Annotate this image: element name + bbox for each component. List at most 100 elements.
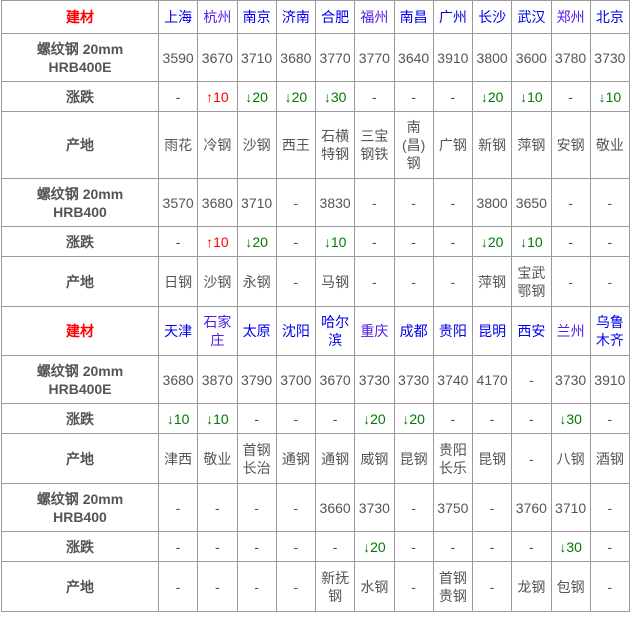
origin-label: 产地	[1, 111, 159, 179]
price-cell: -	[275, 483, 317, 532]
price-cell: -	[236, 483, 277, 532]
city-link[interactable]: 昆明	[471, 306, 513, 356]
city-link[interactable]: 长沙	[471, 0, 513, 34]
change-cell: ↓10	[511, 226, 552, 257]
price-cell: 3650	[511, 178, 552, 227]
change-cell: ↓10	[197, 403, 238, 434]
change-cell: ↓10	[589, 81, 630, 112]
change-cell: -	[589, 403, 630, 434]
change-cell: -	[432, 226, 474, 257]
price-cell: -	[432, 178, 474, 227]
origin-cell: 八钢	[550, 433, 591, 484]
city-link[interactable]: 乌鲁木齐	[589, 306, 630, 356]
price-cell: 3680	[197, 178, 238, 227]
origin-row: 产地 津西 敬业 首钢长治 通钢 通钢 威钢 昆钢 贵阳长乐 昆钢 - 八钢 酒钢	[1, 433, 630, 484]
change-cell: ↓20	[236, 81, 277, 112]
change-label: 涨跌	[1, 226, 159, 257]
change-cell: -	[432, 81, 474, 112]
change-label: 涨跌	[1, 403, 159, 434]
change-cell: -	[393, 226, 434, 257]
origin-cell: 昆钢	[393, 433, 434, 484]
city-link[interactable]: 贵阳	[432, 306, 474, 356]
price-cell: 3710	[236, 33, 277, 82]
price-cell: 3730	[393, 355, 434, 404]
city-link[interactable]: 上海	[157, 0, 199, 34]
price-cell: 3710	[550, 483, 591, 532]
change-label: 涨跌	[1, 531, 159, 562]
origin-cell: 雨花	[157, 111, 199, 179]
price-cell: 3780	[550, 33, 591, 82]
city-link[interactable]: 哈尔滨	[314, 306, 356, 356]
price-cell: -	[471, 483, 513, 532]
city-link[interactable]: 兰州	[550, 306, 591, 356]
change-cell: -	[393, 81, 434, 112]
city-link[interactable]: 北京	[589, 0, 630, 34]
change-cell: -	[157, 81, 199, 112]
city-link[interactable]: 太原	[236, 306, 277, 356]
price-cell: -	[589, 178, 630, 227]
price-cell: 3640	[393, 33, 434, 82]
city-link[interactable]: 杭州	[197, 0, 238, 34]
change-cell: -	[157, 531, 199, 562]
city-link[interactable]: 重庆	[354, 306, 395, 356]
origin-cell: 首钢长治	[236, 433, 277, 484]
origin-cell: 日钢	[157, 256, 199, 307]
change-cell: -	[275, 531, 317, 562]
city-link[interactable]: 郑州	[550, 0, 591, 34]
origin-cell: 昆钢	[471, 433, 513, 484]
city-link[interactable]: 广州	[432, 0, 474, 34]
product-name: 螺纹钢 20mm	[36, 40, 124, 57]
change-cell: -	[471, 531, 513, 562]
origin-cell: 首钢贵钢	[432, 561, 474, 612]
origin-cell: -	[197, 561, 238, 612]
change-cell: ↑10	[197, 226, 238, 257]
city-link[interactable]: 成都	[393, 306, 434, 356]
change-cell: -	[511, 531, 552, 562]
city-link[interactable]: 南京	[236, 0, 277, 34]
city-link[interactable]: 福州	[354, 0, 395, 34]
product-grade: HRB400E	[48, 58, 112, 75]
change-cell: -	[432, 531, 474, 562]
origin-cell: 通钢	[275, 433, 317, 484]
price-cell: 3730	[550, 355, 591, 404]
city-link[interactable]: 南昌	[393, 0, 434, 34]
change-cell: ↓20	[471, 226, 513, 257]
origin-cell: 西王	[275, 111, 317, 179]
city-link[interactable]: 天津	[157, 306, 199, 356]
origin-cell: 敬业	[589, 111, 630, 179]
change-cell: -	[589, 531, 630, 562]
change-cell: -	[197, 531, 238, 562]
city-link[interactable]: 石家庄	[197, 306, 238, 356]
origin-cell: 包钢	[550, 561, 591, 612]
price-cell: 3680	[157, 355, 199, 404]
origin-cell: -	[432, 256, 474, 307]
origin-cell: 萍钢	[471, 256, 513, 307]
change-cell: ↓30	[550, 403, 591, 434]
price-cell: 3750	[432, 483, 474, 532]
change-cell: -	[550, 81, 591, 112]
origin-cell: -	[511, 433, 552, 484]
price-cell: 3600	[511, 33, 552, 82]
origin-cell: 贵阳长乐	[432, 433, 474, 484]
change-cell: -	[550, 226, 591, 257]
change-cell: -	[157, 226, 199, 257]
price-cell: 3760	[511, 483, 552, 532]
product-label: 螺纹钢 20mm HRB400	[1, 178, 159, 227]
origin-cell: 马钢	[314, 256, 356, 307]
city-link[interactable]: 沈阳	[275, 306, 317, 356]
change-row: 涨跌 - - - - - ↓20- - - - ↓30-	[1, 531, 630, 562]
price-cell: 3670	[197, 33, 238, 82]
origin-cell: 津西	[157, 433, 199, 484]
price-cell: -	[157, 483, 199, 532]
price-cell: 3830	[314, 178, 356, 227]
city-link[interactable]: 西安	[511, 306, 552, 356]
origin-cell: -	[589, 256, 630, 307]
city-link[interactable]: 武汉	[511, 0, 552, 34]
origin-cell: -	[393, 256, 434, 307]
price-cell: 3770	[314, 33, 356, 82]
price-row: 螺纹钢 20mm HRB400E 3590 3670 3710 3680 3770 3770 3…	[1, 33, 630, 82]
change-cell: -	[393, 531, 434, 562]
city-link[interactable]: 济南	[275, 0, 317, 34]
city-link[interactable]: 合肥	[314, 0, 356, 34]
